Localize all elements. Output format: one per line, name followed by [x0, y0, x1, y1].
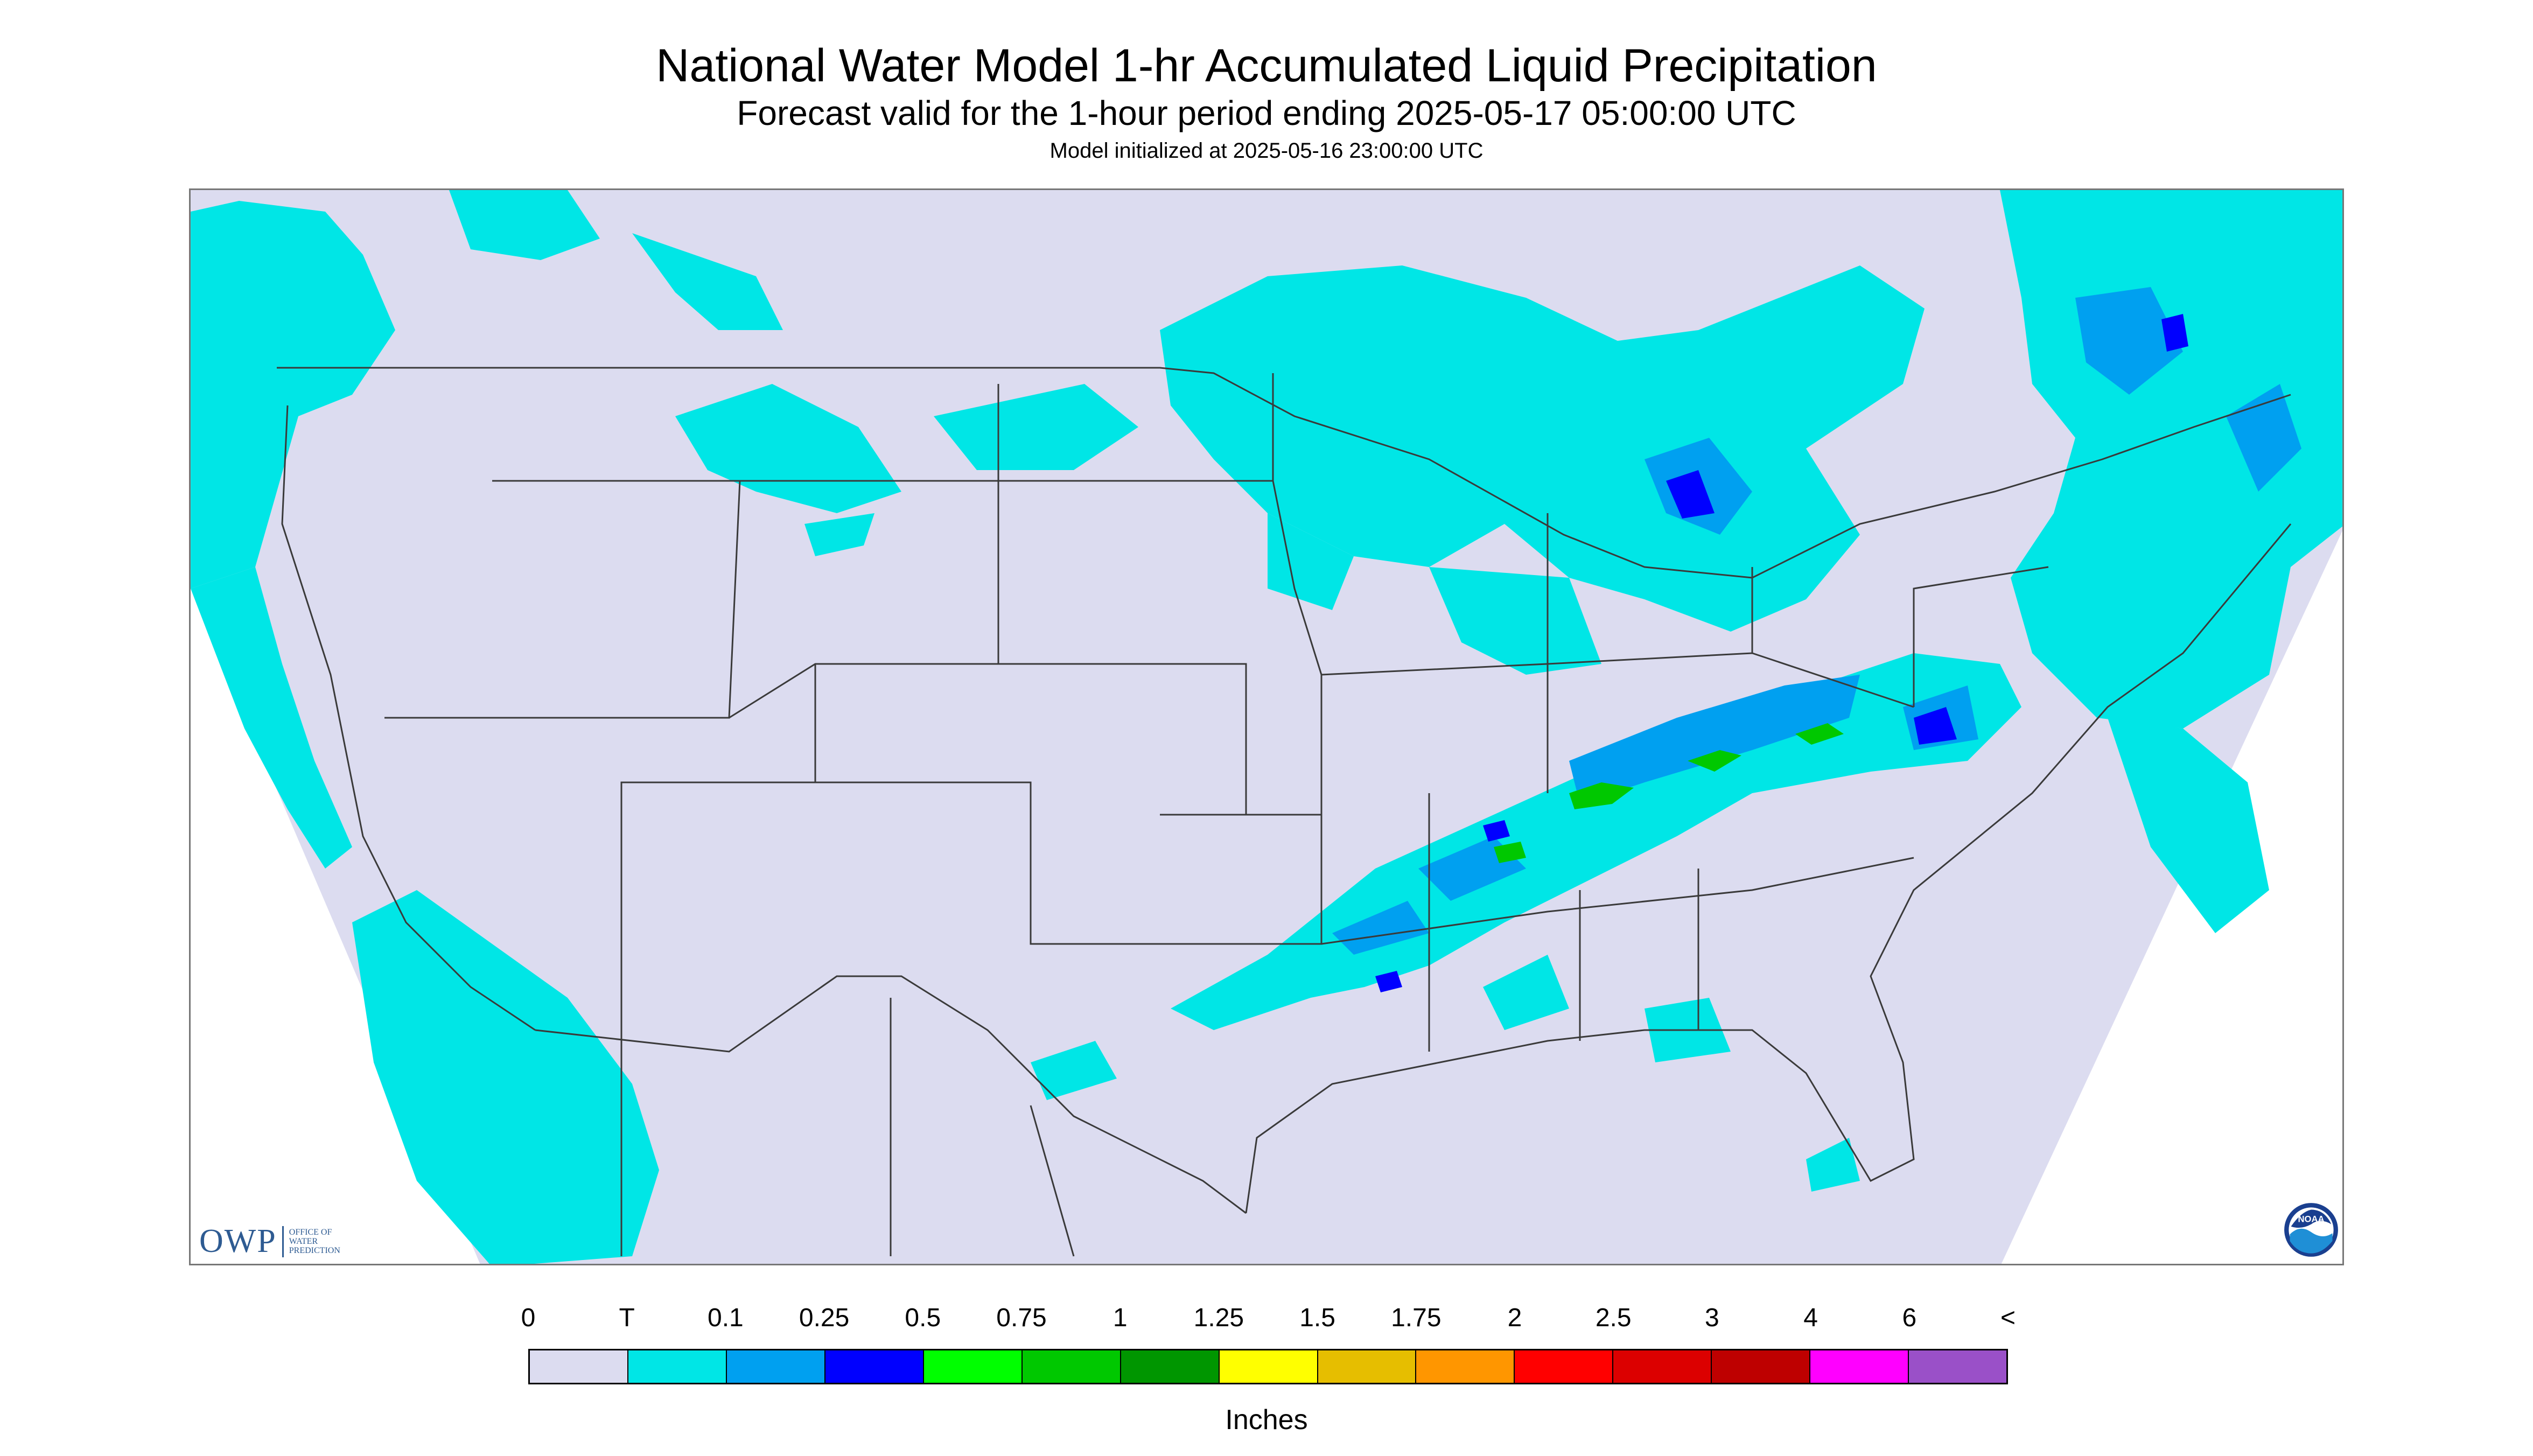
legend-label: 1	[1112, 1304, 1128, 1332]
legend-label: <	[2000, 1304, 2016, 1332]
legend-labels: 0 T 0.1 0.25 0.5 0.75 1 1.25 1.5 1.75 2 2.5 3 4 6 <	[0, 1303, 2533, 1335]
chart-title: National Water Model 1-hr Accumulated Li…	[656, 40, 1877, 92]
legend-swatch	[1909, 1350, 2007, 1383]
legend-label: 1.25	[1193, 1304, 1244, 1332]
legend-label: 2.5	[1595, 1304, 1632, 1332]
owp-logo-line2: WATER	[289, 1237, 318, 1246]
legend-swatch	[1613, 1350, 1712, 1383]
legend-label: 1.5	[1299, 1304, 1335, 1332]
legend-swatch	[1219, 1350, 1318, 1383]
legend-label: 0.5	[905, 1304, 941, 1332]
chart-subtitle: Forecast valid for the 1-hour period end…	[737, 94, 1796, 132]
precipitation-map	[189, 188, 2344, 1265]
legend-label: 0.75	[996, 1304, 1047, 1332]
legend-swatch	[1810, 1350, 1909, 1383]
legend-swatch	[1022, 1350, 1121, 1383]
owp-logo-letters: OWP	[199, 1223, 277, 1259]
state-boundaries	[277, 367, 2292, 1257]
legend-swatch	[1318, 1350, 1417, 1383]
legend-label: 0.25	[799, 1304, 850, 1332]
heavy-precip-areas	[1494, 723, 1844, 863]
owp-logo-text: OFFICE OF WATER PREDICTION	[289, 1228, 340, 1255]
noaa-logo-text: NOAA	[2298, 1214, 2325, 1224]
legend-swatch	[923, 1350, 1023, 1383]
legend-swatch	[1416, 1350, 1515, 1383]
noaa-logo: NOAA	[2284, 1203, 2338, 1257]
map-svg	[191, 190, 2342, 1264]
legend-swatch	[1515, 1350, 1614, 1383]
legend-swatch	[530, 1350, 628, 1383]
gulf-coast	[1245, 523, 2292, 1214]
canada-border	[277, 367, 2291, 579]
legend-label: 3	[1705, 1304, 1719, 1332]
legend-swatch	[1121, 1350, 1220, 1383]
legend-units: Inches	[1225, 1404, 1308, 1436]
legend-label: 2	[1507, 1304, 1522, 1332]
model-init-text: Model initialized at 2025-05-16 23:00:00…	[1049, 139, 1484, 163]
legend-colorbar	[528, 1349, 2008, 1384]
owp-logo: OWP OFFICE OF WATER PREDICTION	[199, 1222, 340, 1261]
west-coast	[281, 405, 536, 1031]
legend-label: 0.1	[708, 1304, 744, 1332]
legend-swatch	[726, 1350, 825, 1383]
legend-swatch	[628, 1350, 727, 1383]
legend-label: 0	[521, 1304, 536, 1332]
owp-logo-line1: OFFICE OF	[289, 1228, 332, 1237]
legend-label: 4	[1803, 1304, 1818, 1332]
legend-swatch	[825, 1350, 924, 1383]
legend-label: 1.75	[1391, 1304, 1442, 1332]
moderate-precip-areas	[1375, 314, 2188, 992]
legend-label: T	[619, 1304, 635, 1332]
owp-logo-divider	[282, 1226, 284, 1257]
legend-swatch	[1712, 1350, 1811, 1383]
owp-logo-line3: PREDICTION	[289, 1246, 340, 1255]
legend-label: 6	[1902, 1304, 1917, 1332]
mexico-border	[535, 975, 1247, 1214]
